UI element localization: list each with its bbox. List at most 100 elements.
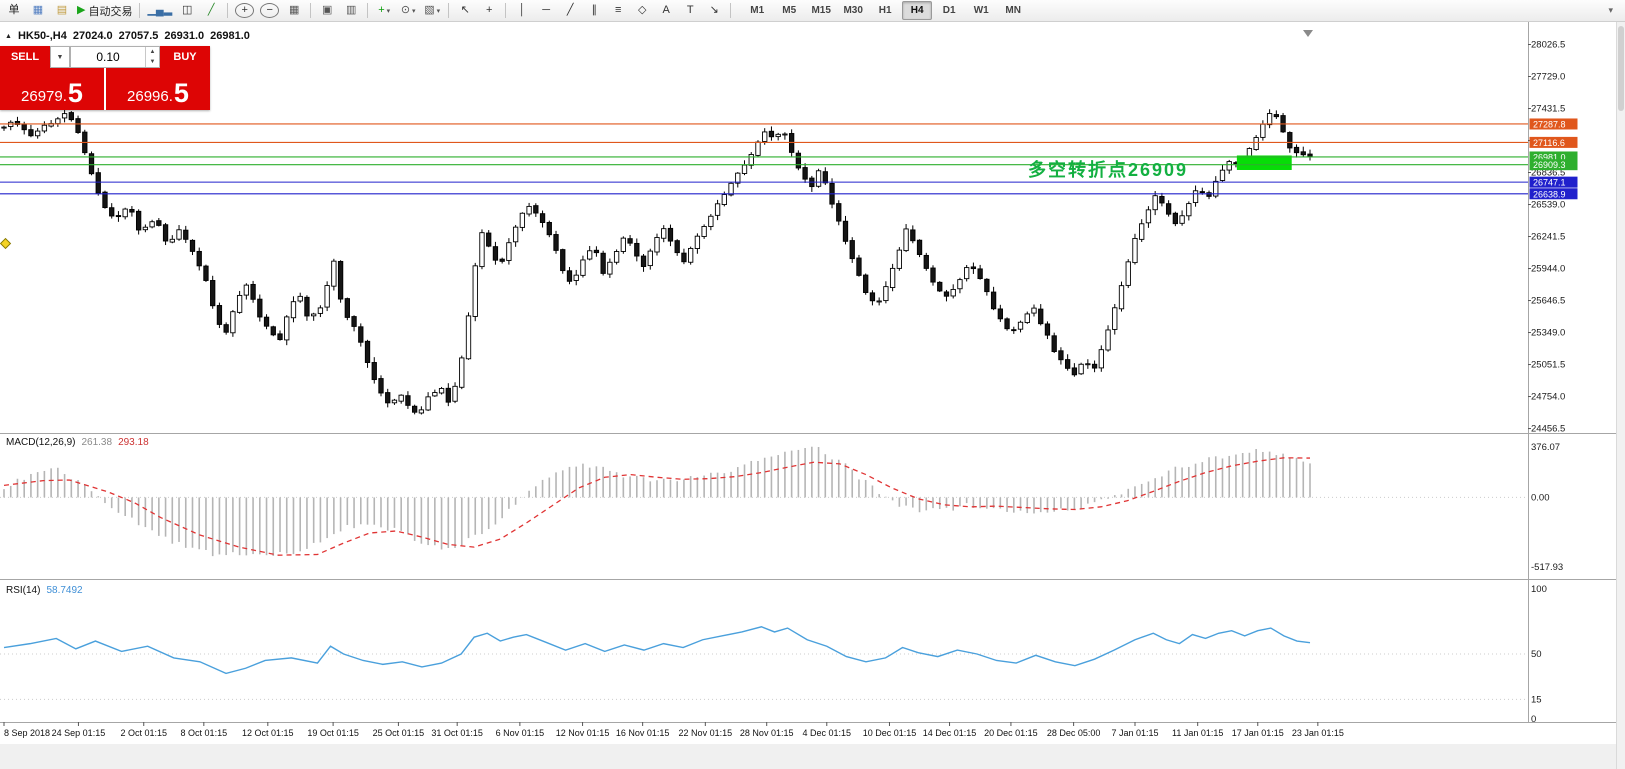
candles — [1, 109, 1313, 415]
charts-icon: ▦ — [32, 4, 44, 16]
svg-text:26909.3: 26909.3 — [1533, 160, 1566, 170]
cursor-icon: ↖ — [460, 4, 470, 16]
svg-text:25944.0: 25944.0 — [1531, 264, 1565, 275]
bottom-strip — [0, 744, 1616, 769]
svg-text:26981.0: 26981.0 — [1533, 152, 1566, 162]
zoom-out-icon[interactable]: − — [260, 3, 280, 18]
timeframe-mn-button[interactable]: MN — [1005, 5, 1021, 16]
indicators-add-icon[interactable]: + ▾ — [372, 1, 396, 21]
toolbar-separator — [448, 3, 450, 18]
svg-text:8 Sep 2018: 8 Sep 2018 — [4, 728, 50, 738]
tile-windows-icon: ▦ — [288, 4, 300, 16]
timeframe-h1-button[interactable]: H1 — [878, 5, 892, 16]
lot-increase-button[interactable]: ▲ — [149, 49, 156, 55]
sell-button[interactable]: SELL — [0, 46, 50, 68]
channel-icon[interactable]: ∥ — [582, 1, 606, 21]
timeframe-m1-button[interactable]: M1 — [750, 5, 765, 16]
buy-button[interactable]: BUY — [160, 46, 210, 68]
one-click-trading-panel: SELL ▼ ▲ ▼ BUY 26979. 5 26996. 5 — [0, 46, 210, 110]
cascade-windows-icon[interactable]: ▣ — [315, 1, 339, 21]
zoom-in-icon[interactable]: + — [235, 3, 255, 18]
timeframe-w1-button[interactable]: W1 — [973, 5, 989, 16]
charts-icon[interactable]: ▦ — [26, 1, 50, 21]
svg-text:27729.0: 27729.0 — [1531, 72, 1565, 83]
pane-separators[interactable] — [0, 22, 1616, 723]
crosshair-icon[interactable]: + — [477, 1, 501, 21]
svg-text:28 Dec 05:00: 28 Dec 05:00 — [1047, 728, 1101, 738]
svg-text:25 Oct 01:15: 25 Oct 01:15 — [373, 728, 425, 738]
scrollbar-thumb[interactable] — [1618, 26, 1624, 111]
chart-low: 26931.0 — [164, 30, 205, 42]
market-watch-icon[interactable]: ▤ — [50, 1, 74, 21]
svg-text:6 Nov 01:15: 6 Nov 01:15 — [496, 728, 545, 738]
lot-size-input[interactable] — [71, 47, 145, 67]
candlestick-chart-icon[interactable]: ◫ — [175, 1, 199, 21]
chart-window: 28026.527729.027431.527134.026836.526539… — [0, 22, 1625, 769]
toolbar-separator — [139, 3, 141, 18]
autotrading-button-label: 自动交易 — [88, 5, 133, 18]
zoom-in-icon: + — [241, 4, 248, 16]
period-icon: ⊙ — [400, 4, 411, 16]
svg-text:25349.0: 25349.0 — [1531, 328, 1565, 339]
lot-decrease-button[interactable]: ▼ — [149, 59, 156, 65]
svg-text:10 Dec 01:15: 10 Dec 01:15 — [863, 728, 917, 738]
shapes-icon: ◇ — [637, 4, 647, 16]
macd-main-value: 261.38 — [81, 437, 113, 448]
svg-text:12 Oct 01:15: 12 Oct 01:15 — [242, 728, 294, 738]
bar-chart-icon[interactable]: ▁▄▂ — [144, 1, 175, 21]
template-icon[interactable]: ▧ ▾ — [420, 1, 444, 21]
buy-price-big-digit: 5 — [173, 78, 189, 109]
buy-price-button[interactable]: 26996. 5 — [106, 68, 210, 110]
toolbar-separator — [505, 3, 507, 18]
line-chart-icon[interactable]: ╱ — [199, 1, 223, 21]
price-tag-27116.6 — [1529, 136, 1578, 148]
sell-price-button[interactable]: 26979. 5 — [0, 68, 104, 110]
timeframe-d1-button[interactable]: D1 — [942, 5, 956, 16]
toolbar-options-icon[interactable]: ▾ — [1608, 5, 1613, 15]
crosshair-icon: + — [485, 4, 493, 16]
text-icon[interactable]: A — [654, 1, 678, 21]
timeframe-m15-button[interactable]: M15 — [811, 5, 831, 16]
timeframe-m30-button[interactable]: M30 — [843, 5, 863, 16]
timeframe-h4-button[interactable]: H4 — [902, 1, 933, 20]
svg-text:28026.5: 28026.5 — [1531, 40, 1565, 51]
chart-canvas[interactable]: 28026.527729.027431.527134.026836.526539… — [0, 22, 1616, 769]
label-icon[interactable]: T — [678, 1, 702, 21]
svg-text:100: 100 — [1531, 584, 1547, 595]
time-scale[interactable]: 8 Sep 2018 24 Sep 01:15 2 Oct 01:15 8 Oct 0… — [3, 722, 1344, 738]
object-anchor-icon[interactable] — [0, 237, 12, 250]
highlight-rectangle[interactable] — [1236, 155, 1292, 170]
timeframe-m5-button[interactable]: M5 — [782, 5, 797, 16]
chart-high: 27057.5 — [118, 30, 159, 42]
toolbar-separator — [227, 3, 229, 18]
new-order-icon[interactable]: 单 — [2, 1, 26, 21]
svg-text:26836.5: 26836.5 — [1531, 168, 1565, 179]
toolbar-separator — [367, 3, 369, 18]
cursor-icon[interactable]: ↖ — [453, 1, 477, 21]
channel-icon: ∥ — [591, 4, 597, 16]
vertical-line-icon[interactable]: │ — [510, 1, 534, 21]
vertical-scrollbar[interactable] — [1616, 22, 1625, 769]
svg-text:25646.5: 25646.5 — [1531, 296, 1565, 307]
arrow-tools-icon[interactable]: ↘ — [702, 1, 726, 21]
fibonacci-icon[interactable]: ≡ — [606, 1, 630, 21]
chart-background — [0, 22, 1616, 744]
svg-text:20 Dec 01:15: 20 Dec 01:15 — [984, 728, 1038, 738]
shapes-icon[interactable]: ◇ — [630, 1, 654, 21]
autotrading-button[interactable]: ▶ 自动交易 — [74, 1, 135, 21]
arrange-windows-icon[interactable]: ▥ — [339, 1, 363, 21]
trendline-icon: ╱ — [566, 4, 574, 16]
template-icon: ▧ — [424, 4, 435, 16]
price-scale[interactable]: 28026.527729.027431.527134.026836.526539… — [1528, 40, 1565, 725]
toolbar: 单 ▦ ▤ ▶ 自动交易 ▁▄▂ ◫ ╱ + − ▦ ▣ ▥ + ▾ ⊙ ▾ ▧ ▾ ↖ + │ ─ ╱ ∥ ≡ ◇ A T ↘ M1 M5 M… — [0, 0, 1625, 22]
period-icon[interactable]: ⊙ ▾ — [396, 1, 420, 21]
trendline-icon[interactable]: ╱ — [558, 1, 582, 21]
svg-text:17 Jan 01:15: 17 Jan 01:15 — [1232, 728, 1284, 738]
chart-shift-marker-icon[interactable] — [1303, 30, 1313, 37]
horizontal-line-icon[interactable]: ─ — [534, 1, 558, 21]
label-icon: T — [686, 4, 694, 16]
lot-options-button[interactable]: ▼ — [50, 46, 70, 68]
tile-windows-icon[interactable]: ▦ — [282, 1, 306, 21]
svg-text:25051.5: 25051.5 — [1531, 360, 1565, 371]
